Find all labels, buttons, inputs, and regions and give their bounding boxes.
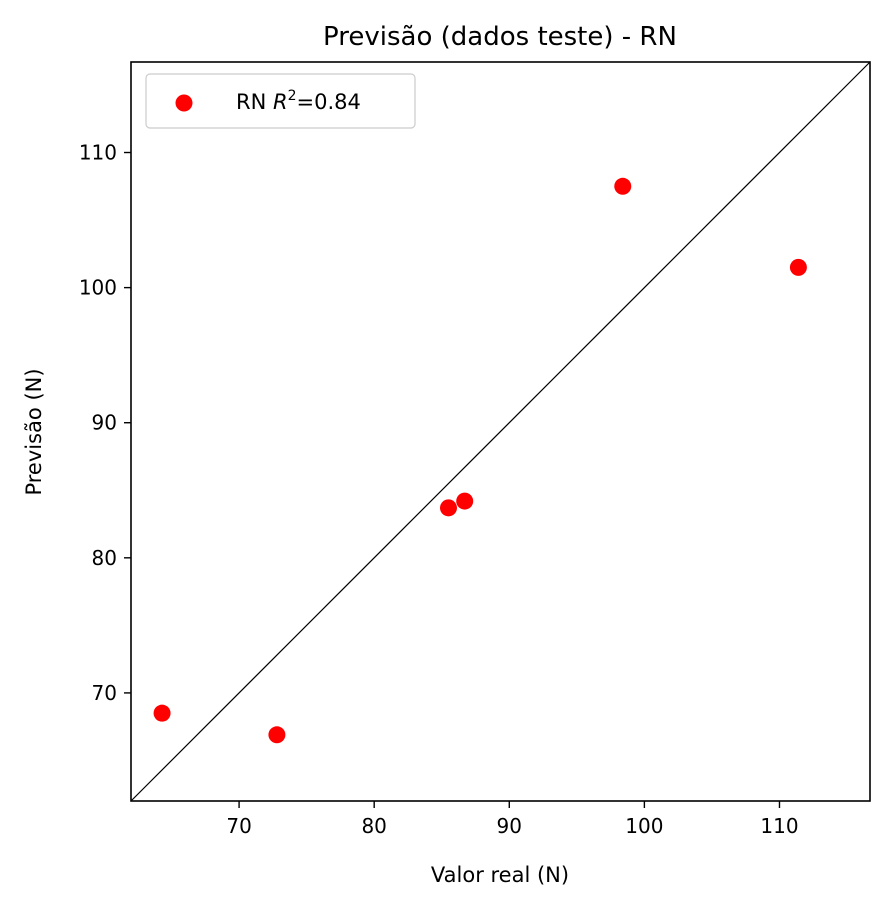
plot-frame — [130, 61, 871, 802]
legend-label-prefix: RN — [236, 90, 273, 114]
legend-label-superscript: 2 — [288, 88, 297, 104]
x-axis-ticks: 70 80 90 100 110 — [226, 801, 799, 838]
legend-label-r: R — [273, 90, 288, 114]
y-tick-label: 90 — [92, 411, 117, 435]
y-tick-label: 70 — [92, 681, 117, 705]
data-point-6 — [789, 258, 807, 276]
y-tick-label: 110 — [79, 141, 117, 165]
x-tick-label: 70 — [226, 814, 251, 838]
x-axis-label: Valor real (N) — [431, 863, 569, 887]
x-tick-label: 110 — [760, 814, 798, 838]
y-tick-label: 100 — [79, 276, 117, 300]
legend-box — [145, 73, 416, 129]
x-tick-label: 80 — [361, 814, 386, 838]
data-point-5 — [614, 177, 632, 195]
y-axis-ticks: 70 80 90 100 110 — [79, 141, 131, 705]
data-point-3 — [439, 499, 457, 517]
data-point-4 — [456, 492, 474, 510]
x-tick-label: 100 — [625, 814, 663, 838]
y-axis-label: Previsão (N) — [22, 368, 46, 495]
legend-label-suffix: =0.84 — [297, 90, 361, 114]
x-tick-label: 90 — [497, 814, 522, 838]
plot-area — [130, 61, 871, 802]
legend-marker — [175, 94, 193, 112]
y-tick-label: 80 — [92, 546, 117, 570]
data-point-1 — [153, 704, 171, 722]
legend: RN R2=0.84 — [145, 73, 416, 129]
data-point-2 — [268, 726, 286, 744]
data-points — [153, 177, 807, 744]
chart-title: Previsão (dados teste) - RN — [323, 22, 677, 52]
identity-reference-line — [130, 61, 871, 802]
legend-label: RN R2=0.84 — [236, 88, 361, 114]
